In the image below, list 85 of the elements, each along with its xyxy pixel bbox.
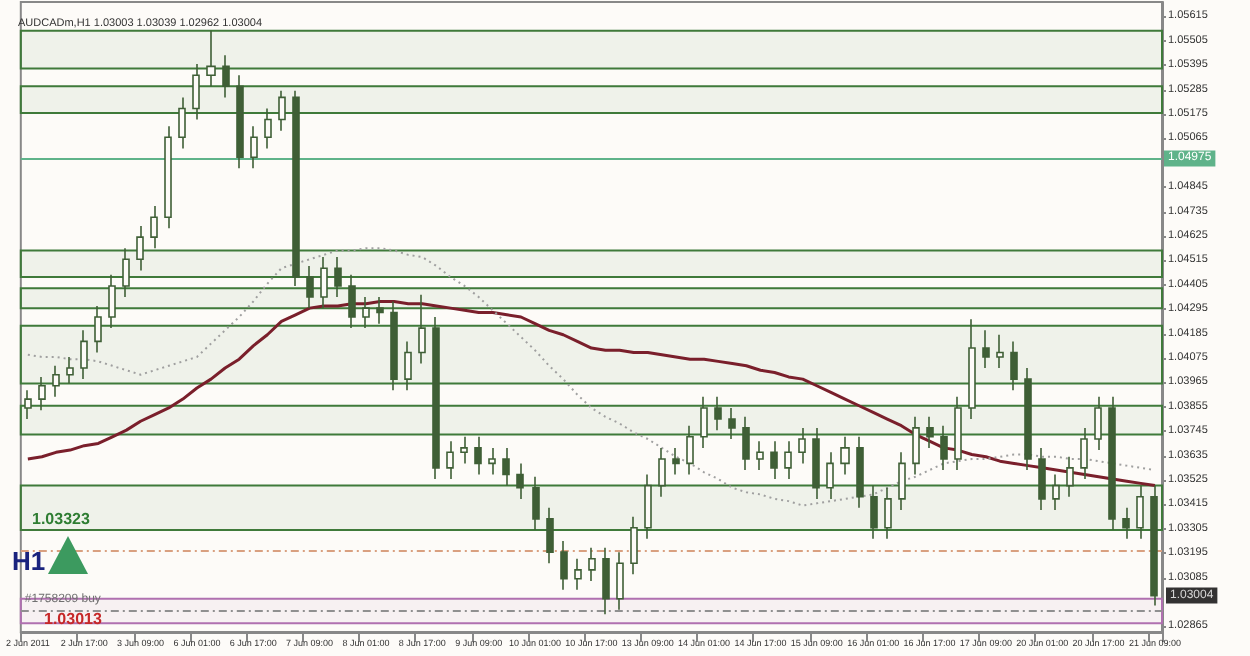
candlestick [52,365,60,398]
candlestick [926,416,934,449]
candlestick [1038,447,1046,511]
line-series [26,247,1156,507]
candlestick [348,274,356,329]
candlestick [1122,506,1130,540]
candlestick [236,74,244,170]
candlestick [798,427,806,465]
candlestick [192,63,200,121]
candlestick [250,125,258,170]
candlestick [616,551,624,611]
annotation: H1 [12,546,46,576]
candlestick [1136,484,1144,540]
candlestick [164,125,172,230]
candlestick [1066,455,1074,498]
candlestick [812,427,820,500]
candlestick [222,54,230,99]
candlestick [502,447,510,487]
candlestick [1010,340,1018,391]
candlestick [968,318,976,420]
candlestick [840,435,850,476]
candlestick [714,396,722,431]
candlestick [756,440,764,471]
candlestick [38,376,46,411]
line-series [26,299,1157,488]
candlestick [686,424,694,476]
candlestick [362,296,370,329]
candlestick [630,515,638,576]
candlestick [334,256,342,298]
candlestick [742,416,750,471]
candlestick [1094,396,1102,451]
candlestick [306,265,314,309]
candlestick [1108,396,1116,531]
candlestick [1024,367,1032,471]
candlestick [954,396,962,471]
candlestick [66,356,74,385]
candlestick [206,30,216,88]
candlestick [404,340,412,391]
candlestick [178,96,186,150]
candlestick [912,416,920,476]
candlestick [418,294,426,365]
candlestick [546,506,554,565]
candlestick [1080,427,1088,480]
candlestick [278,89,286,132]
candlestick [784,440,792,480]
candlestick [672,447,680,476]
candlestick [700,396,708,449]
candlestick [996,333,1004,369]
candlestick [574,558,582,591]
candlestick [150,205,158,250]
candlestick [292,89,300,287]
candlestick [728,407,736,440]
candlestick [588,546,596,582]
candlestick [376,296,384,325]
candlestick [24,389,32,420]
candlestick [80,329,88,380]
candlestick [770,440,778,480]
annotation: 1.03323 [32,510,90,528]
candlestick [446,440,454,480]
candlestick [644,473,652,540]
candlestick [658,447,666,498]
candlestick [532,475,540,531]
candlestick [898,451,906,511]
candlestick [982,329,990,369]
candlestick [1150,484,1158,607]
candlestick [460,435,468,465]
candlestick [264,107,272,150]
candlestick [432,316,440,480]
candlestick [856,435,864,509]
candlestick [516,462,524,500]
candlestick [136,225,144,272]
candlestick [390,300,398,391]
candlestick [94,305,102,354]
candlestick [826,451,834,500]
candlestick [320,256,328,309]
candlestick [474,435,482,476]
candlestick [560,540,568,591]
candlestick [488,447,496,476]
candlestick [940,424,948,471]
candlestick [602,546,610,616]
candlestick [884,487,892,540]
candlestick [108,274,116,329]
candlestick [870,484,878,540]
candlestick [122,247,130,298]
candlestick [1052,473,1060,511]
